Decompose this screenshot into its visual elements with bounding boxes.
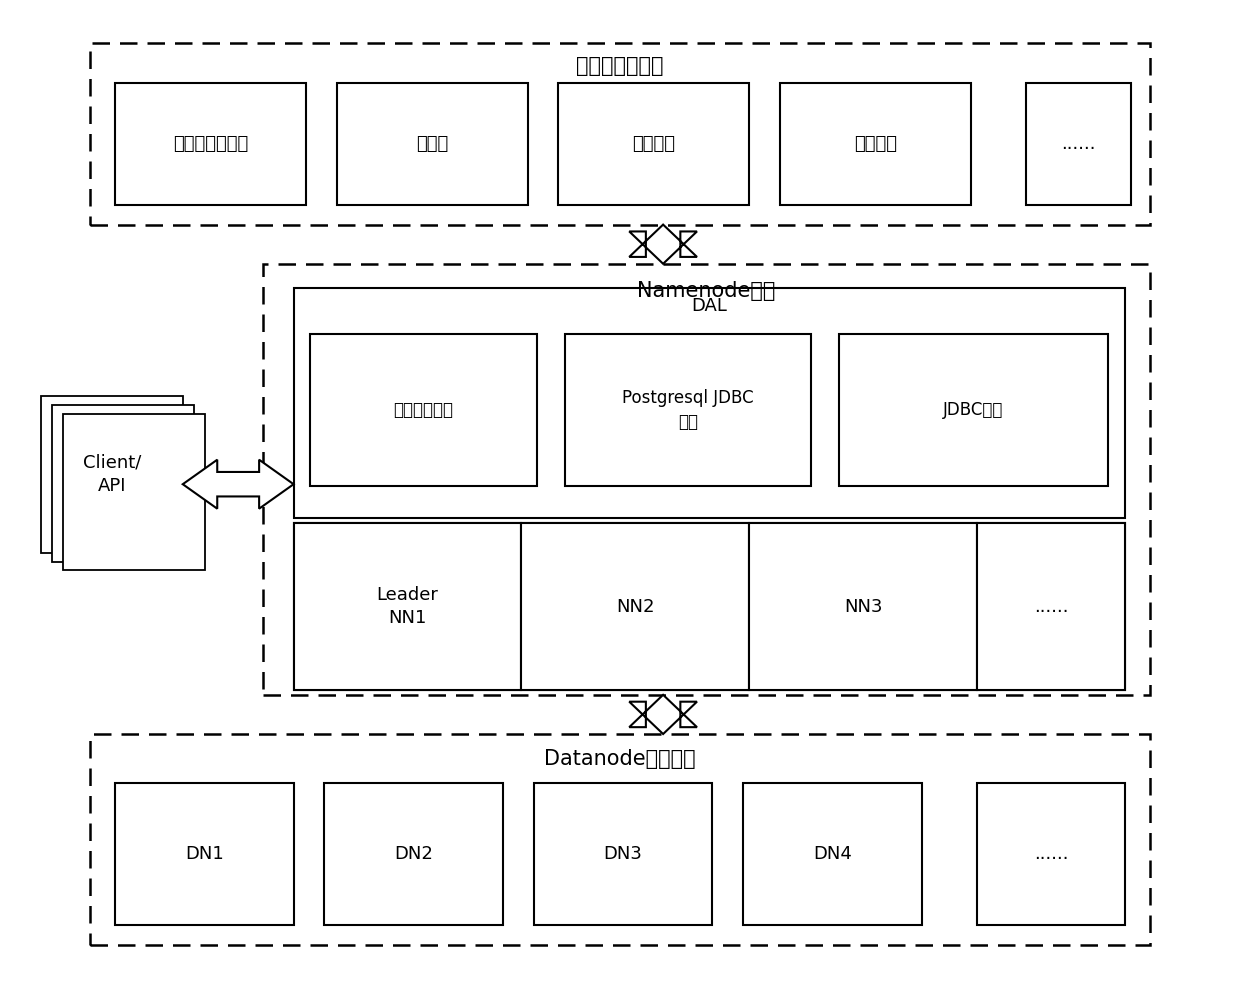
Bar <box>294 524 1125 690</box>
Polygon shape <box>182 459 294 509</box>
Text: JDBC程序: JDBC程序 <box>944 401 1003 419</box>
Text: ......: ...... <box>1034 598 1069 616</box>
Bar <box>115 783 294 925</box>
Bar <box>749 524 977 690</box>
Text: DAL: DAL <box>692 297 727 315</box>
Bar <box>564 334 811 486</box>
Bar <box>977 524 1125 690</box>
Text: Datanode存储集群: Datanode存储集群 <box>544 749 696 769</box>
Text: ......: ...... <box>1061 134 1096 153</box>
Text: NN2: NN2 <box>616 598 655 616</box>
Bar <box>91 43 1149 224</box>
Text: Namenode集群: Namenode集群 <box>637 281 775 301</box>
Text: DN3: DN3 <box>604 845 642 864</box>
Text: DN2: DN2 <box>394 845 433 864</box>
Bar <box>115 83 306 205</box>
Text: Leader
NN1: Leader NN1 <box>377 586 439 627</box>
Bar <box>780 83 971 205</box>
Bar <box>52 405 193 561</box>
Text: DN4: DN4 <box>813 845 852 864</box>
Text: 元数据服务集群: 元数据服务集群 <box>577 56 663 76</box>
Text: 数据节点: 数据节点 <box>632 134 676 153</box>
Bar <box>325 783 503 925</box>
Bar <box>533 783 712 925</box>
Bar <box>91 734 1149 945</box>
Polygon shape <box>629 224 697 264</box>
Text: Client/
API: Client/ API <box>83 453 141 495</box>
Bar <box>294 524 522 690</box>
Bar <box>294 288 1125 519</box>
Bar <box>839 334 1107 486</box>
Text: Postgresql JDBC
驱动: Postgresql JDBC 驱动 <box>622 389 754 431</box>
Bar <box>558 83 749 205</box>
Bar <box>743 783 921 925</box>
Bar <box>337 83 528 205</box>
Bar <box>41 396 182 552</box>
Text: 数据库连接池: 数据库连接池 <box>393 401 454 419</box>
Text: NN3: NN3 <box>844 598 883 616</box>
Text: ......: ...... <box>1034 845 1069 864</box>
Bar <box>63 414 205 570</box>
Bar <box>977 783 1125 925</box>
Polygon shape <box>629 695 697 734</box>
Bar <box>522 524 749 690</box>
Bar <box>263 264 1149 695</box>
Text: 全局事物管理器: 全局事物管理器 <box>172 134 248 153</box>
Text: 协调器: 协调器 <box>417 134 449 153</box>
Bar <box>1027 83 1131 205</box>
Text: DN1: DN1 <box>185 845 223 864</box>
Text: 数据节点: 数据节点 <box>854 134 897 153</box>
Bar <box>310 334 537 486</box>
